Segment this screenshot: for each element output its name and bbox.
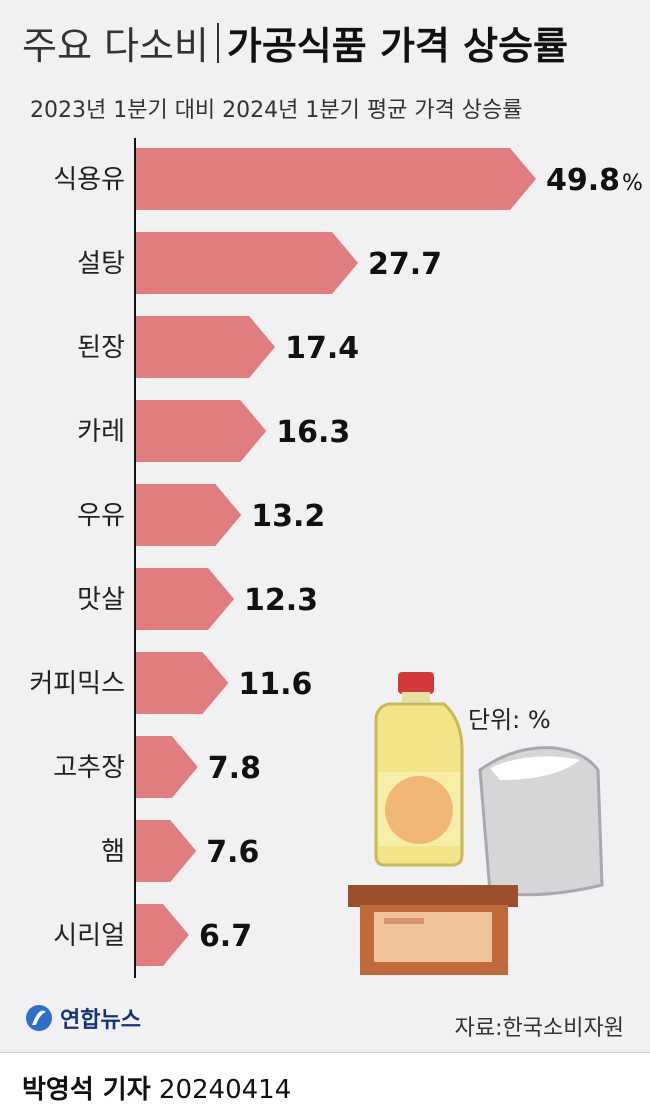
value-label-7: 11.6	[238, 667, 312, 702]
value-label-1: 49.8%	[546, 163, 643, 198]
bar-10	[135, 904, 189, 966]
category-label-9: 햄	[101, 837, 125, 867]
bar-5	[135, 484, 242, 546]
chart-subtitle: 2023년 1분기 대비 2024년 1분기 평균 가격 상승률	[30, 98, 523, 123]
title-light: 주요 다소비	[22, 24, 209, 68]
value-label-2: 27.7	[368, 247, 442, 282]
chart-title: 주요 다소비 가공식품 가격 상승률	[22, 18, 568, 74]
category-label-3: 된장	[77, 333, 125, 363]
source-label: 자료:한국소비자원	[454, 1016, 624, 1041]
wooden-box-icon	[348, 885, 518, 975]
category-label-2: 설탕	[77, 249, 125, 279]
footer-bar: 박영석 기자 20240414	[0, 1052, 650, 1120]
bar-chart: 식용유 49.8% 설탕 27.7 된장 17.4 카레 16.3 우유 13.2 맛살 12.3 커피…	[29, 138, 643, 978]
title-bold: 가공식품 가격 상승률	[226, 24, 568, 68]
bar-9	[135, 820, 197, 882]
credit-date: 20240414	[158, 1075, 292, 1105]
value-label-6: 12.3	[244, 583, 318, 618]
oil-bottle-icon	[374, 672, 464, 867]
value-label-8: 7.8	[208, 751, 261, 786]
category-label-8: 고추장	[53, 753, 125, 783]
category-label-6: 맛살	[77, 585, 125, 615]
unit-label: 단위: %	[468, 706, 551, 734]
value-label-10: 6.7	[199, 919, 252, 954]
credit-author: 박영석 기자	[22, 1075, 151, 1105]
agency-logo: 연합뉴스	[24, 1002, 141, 1034]
bar-7	[135, 652, 229, 714]
credit: 박영석 기자 20240414	[22, 1069, 291, 1106]
category-label-10: 시리얼	[53, 921, 125, 951]
category-label-1: 식용유	[53, 165, 125, 195]
bar-2	[135, 232, 359, 294]
value-label-4: 16.3	[276, 415, 350, 450]
value-label-9: 7.6	[206, 835, 259, 870]
bar-4	[135, 400, 267, 462]
category-label-7: 커피믹스	[29, 669, 125, 699]
bar-3	[135, 316, 276, 378]
yonhap-logo-icon	[26, 1005, 52, 1031]
value-label-5: 13.2	[251, 499, 325, 534]
title-divider	[216, 23, 219, 63]
category-label-5: 우유	[77, 501, 125, 531]
value-label-3: 17.4	[285, 331, 359, 366]
category-label-4: 카레	[77, 417, 125, 447]
food-products-illustration	[348, 672, 604, 975]
flour-sack-icon	[478, 746, 604, 897]
bar-1	[135, 148, 536, 210]
agency-name: 연합뉴스	[60, 1008, 141, 1033]
bar-8	[135, 736, 198, 798]
bar-6	[135, 568, 235, 630]
